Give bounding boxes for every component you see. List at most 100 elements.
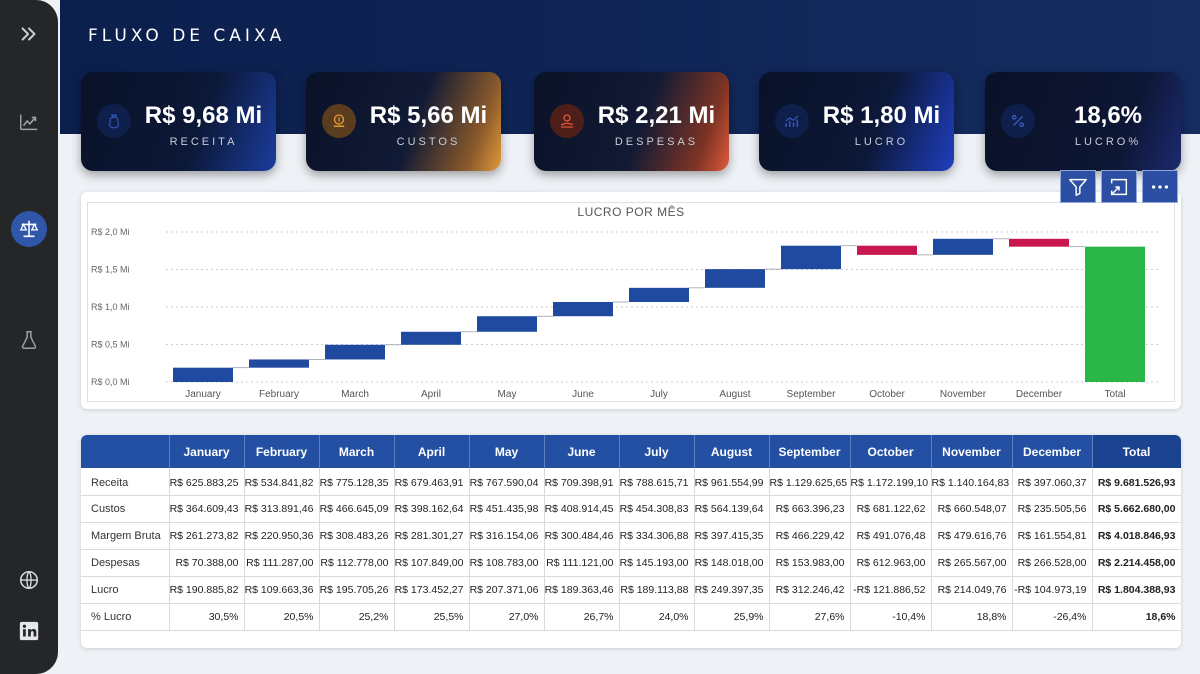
column-header[interactable]: December xyxy=(1012,435,1093,468)
table-cell: R$ 408.914,45 xyxy=(544,495,620,523)
kpi-card-receita: R$ 9,68 Mi RECEITA xyxy=(81,72,276,171)
waterfall-bar xyxy=(325,344,385,360)
table-cell: R$ 235.505,56 xyxy=(1012,495,1093,523)
table-cell: R$ 2.214.458,00 xyxy=(1092,549,1181,577)
hand-coin-icon xyxy=(550,104,584,138)
waterfall-bar xyxy=(857,245,917,255)
y-tick-label: R$ 0,5 Mi xyxy=(91,340,130,350)
chart-title: LUCRO POR MÊS xyxy=(577,204,684,219)
table-row: Despesas R$ 70.388,00 R$ 111.287,00 R$ 112.… xyxy=(81,549,1181,577)
waterfall-bar xyxy=(173,367,233,382)
table-cell: R$ 261.273,82 xyxy=(169,522,245,550)
matrix-table-card: January February March April May June July Augu… xyxy=(81,435,1181,648)
column-header[interactable]: January xyxy=(169,435,245,468)
table-cell: R$ 534.841,82 xyxy=(244,468,320,496)
expand-icon[interactable] xyxy=(11,16,47,52)
percent-icon xyxy=(1001,104,1035,138)
table-cell: R$ 660.548,07 xyxy=(931,495,1013,523)
table-cell: R$ 190.885,82 xyxy=(169,576,245,604)
column-header[interactable]: May xyxy=(469,435,545,468)
table-cell: R$ 1.804.388,93 xyxy=(1092,576,1181,604)
x-tick-label: September xyxy=(787,389,837,400)
chart-up-icon[interactable] xyxy=(11,104,47,140)
row-header-corner xyxy=(81,435,170,468)
table-cell: 30,5% xyxy=(169,603,245,631)
table-cell: R$ 300.484,46 xyxy=(544,522,620,550)
column-header[interactable]: August xyxy=(694,435,770,468)
focus-mode-button[interactable] xyxy=(1101,170,1137,203)
table-cell: R$ 249.397,35 xyxy=(694,576,770,604)
coin-icon xyxy=(322,104,356,138)
table-cell: R$ 961.554,99 xyxy=(694,468,770,496)
globe-icon[interactable] xyxy=(11,562,47,598)
column-header[interactable]: September xyxy=(769,435,851,468)
table-cell: R$ 612.963,00 xyxy=(850,549,932,577)
focus-mode-icon xyxy=(1110,178,1128,195)
column-header[interactable]: February xyxy=(244,435,320,468)
table-cell: -26,4% xyxy=(1012,603,1093,631)
column-header[interactable]: Total xyxy=(1092,435,1181,468)
table-cell: R$ 625.883,25 xyxy=(169,468,245,496)
linkedin-icon[interactable] xyxy=(11,613,47,649)
flask-icon[interactable] xyxy=(11,322,47,358)
x-tick-label: May xyxy=(498,389,517,400)
table-cell: R$ 148.018,00 xyxy=(694,549,770,577)
table-cell: R$ 161.554,81 xyxy=(1012,522,1093,550)
kpi-label: CUSTOS xyxy=(396,136,461,148)
column-header[interactable]: March xyxy=(319,435,395,468)
scales-icon[interactable] xyxy=(11,211,47,247)
table-cell: 18,8% xyxy=(931,603,1013,631)
kpi-card-despesas: R$ 2,21 Mi DESPESAS xyxy=(534,72,729,171)
column-header[interactable]: November xyxy=(931,435,1013,468)
filter-button[interactable] xyxy=(1060,170,1096,203)
y-tick-label: R$ 2,0 Mi xyxy=(91,227,130,237)
table-cell: R$ 70.388,00 xyxy=(169,549,245,577)
table-cell: R$ 663.396,23 xyxy=(769,495,851,523)
kpi-label: LUCRO% xyxy=(1074,136,1142,148)
table-cell: 26,7% xyxy=(544,603,620,631)
table-cell: R$ 109.663,36 xyxy=(244,576,320,604)
table-cell: 20,5% xyxy=(244,603,320,631)
waterfall-bar xyxy=(629,287,689,303)
table-cell: R$ 1.129.625,65 xyxy=(769,468,851,496)
table-cell: R$ 111.121,00 xyxy=(544,549,620,577)
table-cell: R$ 681.122,62 xyxy=(850,495,932,523)
table-cell: R$ 4.018.846,93 xyxy=(1092,522,1181,550)
column-header[interactable]: June xyxy=(544,435,620,468)
table-cell: R$ 398.162,64 xyxy=(394,495,470,523)
x-tick-label: August xyxy=(719,389,750,400)
table-cell: R$ 1.140.164,83 xyxy=(931,468,1013,496)
table-cell: R$ 316.154,06 xyxy=(469,522,545,550)
x-tick-label: February xyxy=(259,389,299,400)
more-options-button[interactable] xyxy=(1142,170,1178,203)
waterfall-chart: LUCRO POR MÊS R$ 0,0 Mi R$ 0,5 Mi R$ 1,0 Mi… xyxy=(91,204,1161,400)
table-cell: R$ 195.705,26 xyxy=(319,576,395,604)
kpi-value: R$ 1,80 Mi xyxy=(822,102,941,129)
filter-icon xyxy=(1069,178,1087,196)
waterfall-bar xyxy=(705,269,765,288)
waterfall-bar xyxy=(249,359,309,368)
column-header[interactable]: October xyxy=(850,435,932,468)
x-tick-label: July xyxy=(650,389,668,400)
table-cell: 24,0% xyxy=(619,603,695,631)
table-header-row: January February March April May June July Augu… xyxy=(81,435,1181,468)
x-tick-label: Total xyxy=(1104,389,1125,400)
table-cell: R$ 466.229,42 xyxy=(769,522,851,550)
kpi-value: R$ 2,21 Mi xyxy=(597,102,716,129)
table-row: Margem Bruta R$ 261.273,82 R$ 220.950,36 R$… xyxy=(81,522,1181,550)
column-header[interactable]: April xyxy=(394,435,470,468)
table-cell: R$ 397.415,35 xyxy=(694,522,770,550)
waterfall-bar xyxy=(781,245,841,270)
x-tick-label: June xyxy=(572,389,594,400)
waterfall-bar xyxy=(933,238,993,255)
table-cell: R$ 454.308,83 xyxy=(619,495,695,523)
table-cell: R$ 451.435,98 xyxy=(469,495,545,523)
table-row: Custos R$ 364.609,43 R$ 313.891,46 R$ 466.6… xyxy=(81,495,1181,523)
table-cell: R$ 788.615,71 xyxy=(619,468,695,496)
row-label: Despesas xyxy=(81,549,170,577)
table-cell: R$ 775.128,35 xyxy=(319,468,395,496)
column-header[interactable]: July xyxy=(619,435,695,468)
y-tick-label: R$ 1,0 Mi xyxy=(91,302,130,312)
table-cell: R$ 479.616,76 xyxy=(931,522,1013,550)
table-row: Lucro R$ 190.885,82 R$ 109.663,36 R$ 195.70… xyxy=(81,576,1181,604)
